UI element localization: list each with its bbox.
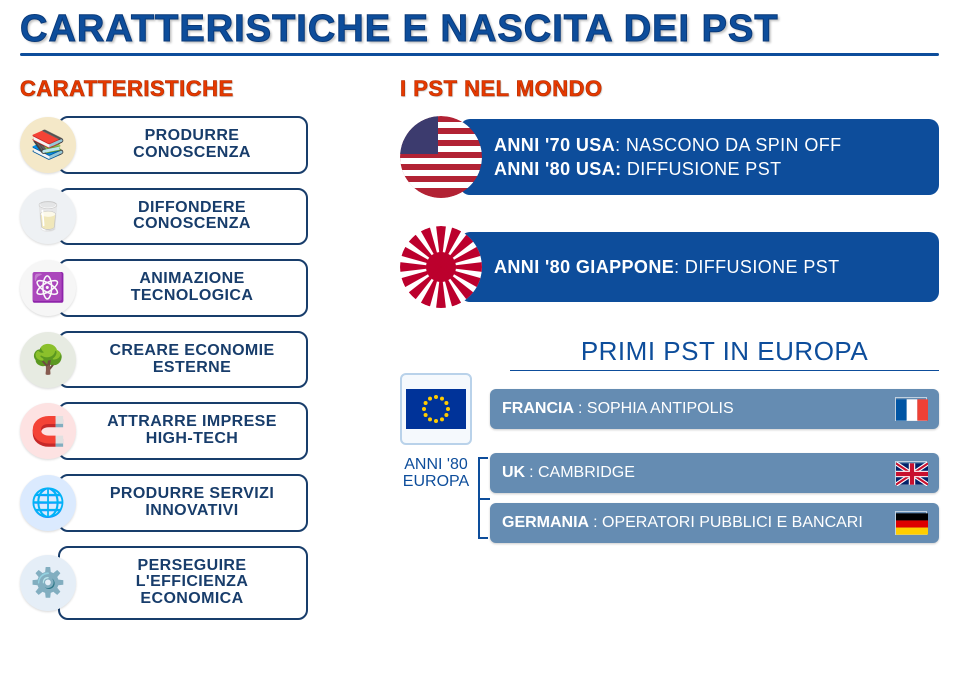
germany-flag-icon (895, 511, 927, 535)
char-item: ⚛️ ANIMAZIONE TECNOLOGICA (20, 259, 370, 317)
char-label: DIFFONDERE CONOSCENZA (58, 188, 308, 246)
country-fr: FRANCIA (502, 400, 574, 418)
char-label: PRODURRE SERVIZI INNOVATIVI (58, 474, 308, 532)
europe-heading: PRIMI PST IN EUROPA (510, 336, 939, 371)
char-label: ATTRARRE IMPRESE HIGH-TECH (58, 402, 308, 460)
page-title: CARATTERISTICHE E NASCITA DEI PST (20, 8, 939, 51)
atom-icon: ⚛️ (20, 260, 76, 316)
world-item-japan: ANNI '80 GIAPPONE: DIFFUSIONE PST (400, 226, 939, 308)
europe-block: PRIMI PST IN EUROPA FRANCIA : SOPHIA AN (400, 336, 939, 543)
eu-year1: ANNI '80 (400, 457, 472, 474)
magnet-icon: 🧲 (20, 403, 76, 459)
usa-flag-icon (400, 116, 482, 198)
europe-row-rest: ANNI '80 EUROPA UK : CAMBRIDGE (400, 453, 939, 543)
diffuse-icon: 🥛 (20, 188, 76, 244)
jp-line1-rest: : DIFFUSIONE PST (674, 257, 839, 277)
char-label: CREARE ECONOMIE ESTERNE (58, 331, 308, 389)
country-de: GERMANIA (502, 514, 589, 532)
eu-flag-icon (400, 373, 472, 445)
jp-line1-year: ANNI '80 GIAPPONE (494, 257, 674, 277)
characteristics-column: CARATTERISTICHE 📚 PRODURRE CONOSCENZA 🥛 … (20, 76, 370, 634)
title-rule (20, 53, 939, 56)
usa-line2-rest: DIFFUSIONE PST (622, 159, 782, 179)
text-uk: : CAMBRIDGE (529, 464, 635, 482)
europe-year-label: ANNI '80 EUROPA (400, 453, 472, 543)
char-label: PRODURRE CONOSCENZA (58, 116, 308, 174)
uk-flag-icon (895, 461, 927, 485)
japan-flag-icon (400, 226, 482, 308)
text-fr: : SOPHIA ANTIPOLIS (578, 400, 734, 418)
tree-icon: 🌳 (20, 332, 76, 388)
char-item: ⚙️ PERSEGUIRE L'EFFICIENZA ECONOMICA (20, 546, 370, 620)
eu-year2: EUROPA (400, 474, 472, 491)
pill-germany: GERMANIA : OPERATORI PUBBLICI E BANCARI (490, 503, 939, 543)
text-de: : OPERATORI PUBBLICI E BANCARI (593, 514, 863, 532)
france-flag-icon (895, 397, 927, 421)
pill-france: FRANCIA : SOPHIA ANTIPOLIS (490, 389, 939, 429)
usa-line1-year: ANNI '70 USA (494, 135, 615, 155)
char-item: 🧲 ATTRARRE IMPRESE HIGH-TECH (20, 402, 370, 460)
pill-uk: UK : CAMBRIDGE (490, 453, 939, 493)
brace-connector (472, 453, 490, 543)
char-label: PERSEGUIRE L'EFFICIENZA ECONOMICA (58, 546, 308, 620)
char-item: 📚 PRODURRE CONOSCENZA (20, 116, 370, 174)
char-item: 🌐 PRODURRE SERVIZI INNOVATIVI (20, 474, 370, 532)
world-heading: I PST NEL MONDO (400, 76, 939, 102)
usa-line2-year: ANNI '80 USA: (494, 159, 622, 179)
characteristics-heading: CARATTERISTICHE (20, 76, 370, 102)
world-text-usa: ANNI '70 USA: NASCONO DA SPIN OFF ANNI '… (460, 119, 939, 196)
char-label: ANIMAZIONE TECNOLOGICA (58, 259, 308, 317)
world-item-usa: ANNI '70 USA: NASCONO DA SPIN OFF ANNI '… (400, 116, 939, 198)
efficiency-icon: ⚙️ (20, 555, 76, 611)
usa-line1-rest: : NASCONO DA SPIN OFF (615, 135, 841, 155)
world-column: I PST NEL MONDO ANNI '70 USA: NASCONO DA… (370, 76, 939, 634)
books-icon: 📚 (20, 117, 76, 173)
char-item: 🥛 DIFFONDERE CONOSCENZA (20, 188, 370, 246)
world-text-japan: ANNI '80 GIAPPONE: DIFFUSIONE PST (460, 232, 939, 302)
europe-row-france: FRANCIA : SOPHIA ANTIPOLIS (400, 373, 939, 445)
country-uk: UK (502, 464, 525, 482)
char-item: 🌳 CREARE ECONOMIE ESTERNE (20, 331, 370, 389)
globe-icon: 🌐 (20, 475, 76, 531)
